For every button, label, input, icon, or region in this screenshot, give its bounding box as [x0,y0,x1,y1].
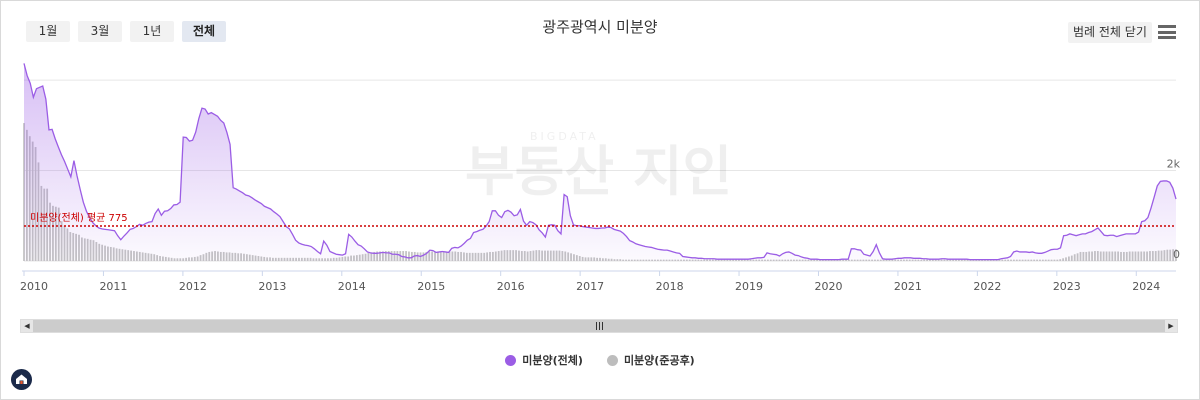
y-tick-label: 2k [1167,158,1181,171]
y-tick-label: 0 [1173,248,1180,261]
x-axis-labels: 2010 2011 2012 2013 2014 2015 2016 2017 2018 2019… [20,271,1160,293]
range-button-1y[interactable]: 1년 [130,21,174,42]
bar-completed [402,251,405,261]
x-tick-label: 2015 [417,280,445,293]
total-line [23,63,1177,261]
watermark-top: BIGDATA [530,130,599,143]
x-tick-label: 2012 [179,280,207,293]
legend: 미분양(전체) 미분양(준공후) [0,352,1200,368]
watermark: BIGDATA 부동산 지인 [465,130,732,203]
legend-label-total: 미분양(전체) [522,354,583,367]
chart-title: 광주광역시 미분양 [542,18,658,36]
watermark-main: 부동산 지인 [465,140,732,203]
bar-completed [405,251,407,261]
home-logo-icon[interactable] [11,369,32,390]
scroll-thumb[interactable] [34,320,1164,332]
range-button-3m[interactable]: 3월 [78,21,122,42]
x-tick-label: 2023 [1053,280,1081,293]
x-tick-label: 2016 [497,280,525,293]
hamburger-icon[interactable] [1158,25,1176,39]
legend-dot-completed [606,354,618,366]
legend-label-completed: 미분양(준공후) [623,354,695,367]
legend-toggle-button[interactable]: 범례 전체 닫기 [1068,22,1152,43]
scroll-left-arrow-icon[interactable]: ◀ [21,320,34,332]
average-label: 미분양(전체) 평균 775 [30,212,128,224]
x-tick-label: 2013 [258,280,286,293]
legend-item-total[interactable]: 미분양(전체) [505,352,583,368]
bar-completed [408,251,410,261]
range-button-all[interactable]: 전체 [182,21,226,42]
scroll-right-arrow-icon[interactable]: ▶ [1164,320,1177,332]
x-tick-label: 2011 [99,280,127,293]
bar-completed [23,123,25,261]
x-tick-label: 2014 [338,280,366,293]
total-area [24,63,1176,261]
x-tick-label: 2020 [814,280,842,293]
legend-item-completed[interactable]: 미분양(준공후) [606,352,695,368]
x-tick-label: 2018 [656,280,684,293]
y-axis-labels: 0 2k [1167,158,1181,261]
horizontal-scrollbar[interactable]: ◀ ▶ [20,319,1178,333]
x-tick-label: 2024 [1132,280,1160,293]
x-tick-label: 2010 [20,280,48,293]
x-tick-label: 2019 [735,280,763,293]
x-tick-label: 2022 [973,280,1001,293]
bar-completed [410,251,413,261]
x-tick-label: 2017 [576,280,604,293]
legend-dot-total [505,354,517,366]
range-button-1m[interactable]: 1월 [26,21,70,42]
range-selector: 1월 3월 1년 전체 [26,21,226,42]
x-tick-label: 2021 [894,280,922,293]
scroll-grip-icon [596,322,603,330]
